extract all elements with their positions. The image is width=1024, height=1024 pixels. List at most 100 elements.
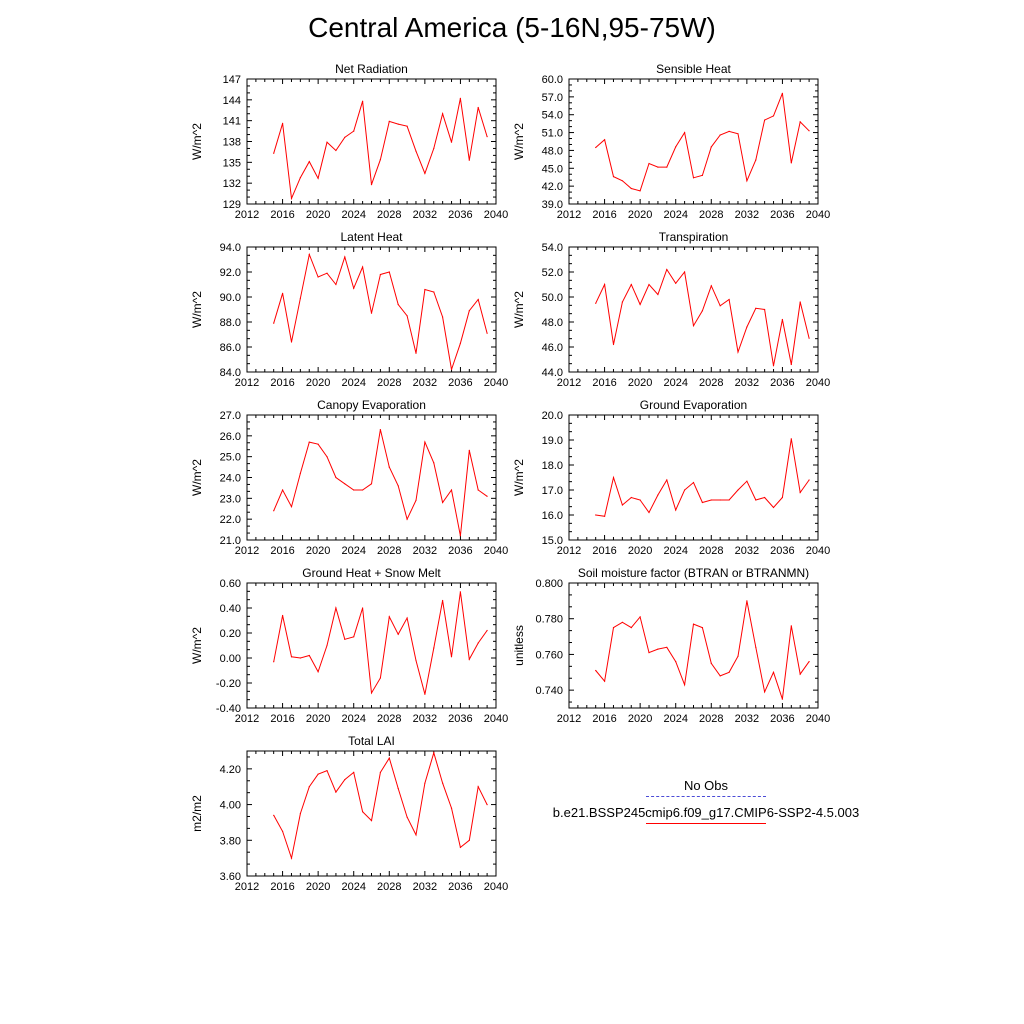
panel-2-data-point	[630, 187, 632, 190]
panel-6-xtick-label: 2040	[806, 545, 830, 557]
panel-5-data-point	[317, 443, 319, 445]
panel-9-data-point	[468, 839, 470, 841]
panel-9-data-point	[308, 786, 310, 788]
panel-8-xtick-label: 2036	[770, 713, 794, 725]
panel-6-data-point	[781, 496, 784, 499]
panel-9-data-point	[326, 770, 328, 772]
panel-4-data-point	[621, 301, 624, 303]
panel-3-data-point	[308, 253, 310, 256]
panel-8-data-point	[648, 652, 650, 654]
panel-1-data-point	[379, 159, 381, 161]
panel-7-data-point	[442, 599, 444, 602]
panel-6-data-point	[799, 491, 801, 494]
panel-6-ytick-label: 15.0	[542, 535, 563, 547]
panel-8-data-point	[764, 691, 766, 693]
panel-4-data-point	[612, 343, 615, 346]
panel-9-xtick-label: 2028	[377, 881, 401, 893]
panel-3-series-line	[273, 252, 488, 370]
panel-2-data-point	[595, 146, 597, 149]
panel-4-data-point	[657, 293, 659, 296]
panel-3-data-point	[433, 291, 435, 293]
panel-2-data-point	[710, 146, 712, 148]
panel-6-xtick-label: 2016	[592, 545, 616, 557]
panel-1-data-point	[370, 184, 373, 186]
panel-4-data-point	[728, 298, 730, 301]
panel-4-data-point	[675, 282, 677, 284]
panel-9-xtick-label: 2032	[413, 881, 437, 893]
figure-title: Central America (5-16N,95-75W)	[308, 12, 716, 43]
panel-3-xtick-label: 2040	[484, 377, 508, 389]
panel-4-xtick-label: 2040	[806, 377, 830, 389]
panel-4-xtick-label: 2016	[592, 377, 616, 389]
panel-5-data-point	[370, 483, 373, 485]
panel-2-xtick-label: 2020	[628, 209, 652, 221]
panel-2-ytick-label: 51.0	[542, 128, 563, 140]
panel-7-series-line	[273, 591, 488, 695]
panel-1-data-point	[308, 161, 310, 163]
panel-4-data-point	[790, 363, 792, 366]
panel-6-data-point	[612, 476, 615, 479]
panel-5-xtick-label: 2016	[270, 545, 294, 557]
panel-1-data-point	[442, 113, 444, 115]
panel-7-data-point	[273, 661, 275, 663]
panel-4-xtick-label: 2036	[770, 377, 794, 389]
panel-5-data-point	[344, 483, 346, 485]
panel-2-data-point	[781, 92, 784, 94]
panel-7-ytick-label: -0.40	[216, 703, 241, 715]
panel-3-xtick-label: 2032	[413, 377, 437, 389]
panel-6-data-point	[764, 496, 766, 499]
panel-3-data-point	[450, 368, 453, 371]
panel-7-data-point	[353, 636, 355, 638]
panel-5-ytick-label: 23.0	[220, 493, 241, 505]
panel-2-ytick-label: 45.0	[542, 163, 563, 175]
panel-4-data-point	[746, 326, 748, 328]
panel-4-data-point	[799, 301, 801, 303]
panel-9-ylabel: m2/m2	[190, 795, 204, 832]
panel-3-ytick-label: 88.0	[220, 317, 241, 329]
panel-1-xtick-label: 2028	[377, 209, 401, 221]
panel-2-xtick-label: 2012	[557, 209, 581, 221]
panel-7-data-point	[326, 644, 328, 647]
panel-2-ytick-label: 60.0	[542, 74, 563, 86]
panel-5-ytick-label: 21.0	[220, 535, 241, 547]
panel-1-xtick-label: 2040	[484, 209, 508, 221]
panel-8-data-point	[666, 646, 668, 648]
panel-5-data-point	[433, 462, 435, 464]
legend-label-model: b.e21.BSSP245cmip6.f09_g17.CMIP6-SSP2-4.…	[552, 805, 860, 820]
panel-5-xtick-label: 2028	[377, 545, 401, 557]
panel-7-xtick-label: 2012	[235, 713, 259, 725]
panel-1-xtick-label: 2012	[235, 209, 259, 221]
panel-1-data-point	[397, 123, 399, 125]
panel-6-data-point	[772, 506, 775, 509]
panel-5-data-point	[379, 429, 381, 431]
panel-7-data-point	[299, 657, 301, 659]
panel-2-ytick-label: 54.0	[542, 110, 563, 122]
panel-9-data-point	[353, 771, 355, 774]
panel-5-data-point	[459, 535, 461, 537]
panel-1-data-point	[486, 136, 488, 138]
panel-4-data-point	[710, 285, 712, 287]
panel-5-data-point	[326, 456, 328, 458]
panel-4-title: Transpiration	[659, 230, 729, 244]
panel-8-data-point	[675, 661, 677, 663]
panel-1-data-point	[353, 130, 355, 132]
panel-8-data-point	[701, 627, 704, 629]
panel-2-data-point	[684, 132, 686, 134]
panel-9-data-point	[290, 857, 293, 859]
panel-8-data-point	[772, 671, 775, 673]
panel-7-data-point	[290, 656, 293, 658]
panel-3-ylabel: W/m^2	[190, 291, 204, 328]
panel-7-data-point	[477, 642, 479, 644]
panel-3-xtick-label: 2036	[448, 377, 472, 389]
panel-2-xtick-label: 2040	[806, 209, 830, 221]
panel-3-data-point	[442, 316, 444, 318]
panel-6-data-point	[621, 504, 624, 506]
panel-2-data-point	[621, 180, 624, 182]
panel-9-data-point	[477, 786, 479, 788]
panel-3-xtick-label: 2024	[341, 377, 365, 389]
panel-6-data-point	[746, 480, 748, 482]
panel-6-xtick-label: 2032	[735, 545, 759, 557]
panel-8-xtick-label: 2028	[699, 713, 723, 725]
legend: No Obs b.e21.BSSP245cmip6.f09_g17.CMIP6-…	[520, 778, 892, 832]
panel-6-data-point	[710, 499, 712, 501]
